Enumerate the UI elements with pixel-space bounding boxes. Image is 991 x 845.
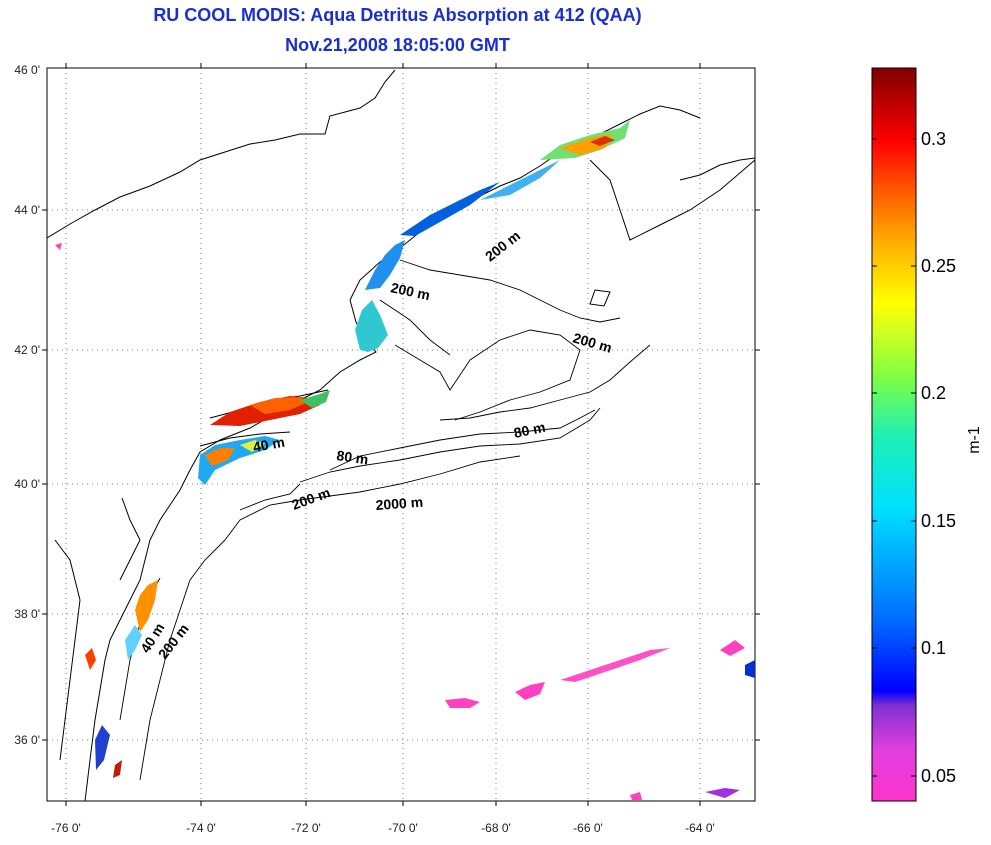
colorbar-tick-label: 0.25 (921, 256, 956, 276)
lon-tick-label: -70 0' (388, 821, 418, 835)
map-subtitle: Nov.21,2008 18:05:00 GMT (285, 35, 510, 55)
map-frame (46, 67, 756, 802)
bathymetry-contours (119, 259, 651, 781)
lat-tick-label: 38 0' (14, 607, 40, 621)
lon-tick-label: -68 0' (481, 821, 511, 835)
colorbar-tick-label: 0.15 (921, 511, 956, 531)
absorption-data-layer (55, 120, 755, 800)
colorbar-tick-label: 0.05 (921, 766, 956, 786)
lon-tick-label: -74 0' (186, 821, 216, 835)
colorbar-unit-label: m-1 (966, 426, 983, 454)
map-title: RU COOL MODIS: Aqua Detritus Absorption … (153, 5, 642, 25)
colorbar-tick-label: 0.2 (921, 383, 946, 403)
colorbar-ticks (872, 138, 916, 777)
lat-tick-label: 44 0' (14, 203, 40, 217)
contour-label: 80 m (512, 419, 547, 441)
lon-tick-label: -76 0' (51, 821, 81, 835)
lat-tick-label: 46 0' (14, 63, 40, 77)
contour-label: 80 m (336, 447, 370, 467)
lon-tick-labels: -76 0' -74 0' -72 0' -70 0' -68 0' -66 0… (51, 821, 715, 835)
lon-tick-label: -72 0' (291, 821, 321, 835)
graticule (47, 68, 755, 801)
contour-label: 40 m (252, 434, 286, 455)
lat-tick-label: 36 0' (14, 733, 40, 747)
lat-tick-labels: 46 0' 44 0' 42 0' 40 0' 38 0' 36 0' (14, 63, 40, 747)
contour-label: 2000 m (375, 494, 423, 513)
lat-tick-label: 42 0' (14, 343, 40, 357)
colorbar-tick-label: 0.1 (921, 638, 946, 658)
colorbar-gradient (871, 67, 917, 802)
colorbar-tick-labels: 0.3 0.25 0.2 0.15 0.1 0.05 (921, 129, 956, 786)
colorbar: 0.3 0.25 0.2 0.15 0.1 0.05 m-1 (871, 67, 983, 802)
lon-tick-label: -66 0' (573, 821, 603, 835)
axis-ticks (42, 63, 760, 806)
colorbar-tick-label: 0.3 (921, 129, 946, 149)
lon-tick-label: -64 0' (685, 821, 715, 835)
lat-tick-label: 40 0' (14, 477, 40, 491)
